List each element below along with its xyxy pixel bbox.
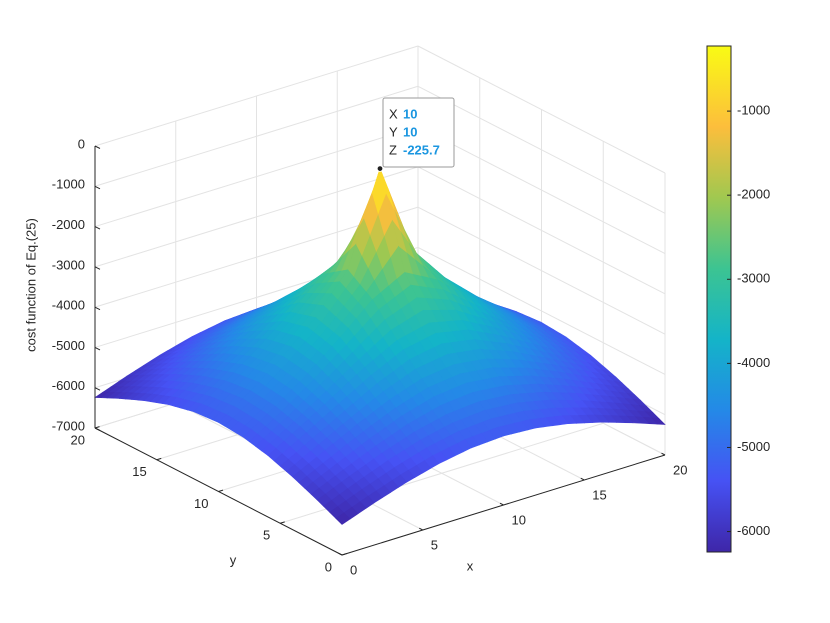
colorbar-scale [706, 45, 732, 553]
datatip-value: 10 [403, 106, 417, 121]
z-axis-label: cost function of Eq.(25) [23, 218, 38, 352]
x-axis-label: x [467, 558, 474, 573]
z-tick-label: -4000 [52, 298, 85, 313]
colorbar: -6000 -5000 -4000 -3000 -2000 -1000 [706, 45, 770, 553]
x-tick-label: 20 [673, 462, 687, 477]
z-tick [94, 387, 101, 391]
z-tick [94, 427, 101, 431]
datatip-label: Z [389, 142, 397, 157]
y-tick [156, 457, 162, 461]
y-tick-label: 0 [325, 559, 332, 574]
y-tick [280, 521, 285, 524]
x-tick [661, 452, 666, 456]
x-tick [580, 477, 585, 481]
z-tick-label: 0 [78, 136, 85, 151]
x-tick [338, 552, 343, 556]
colorbar-tick-label: -3000 [737, 271, 770, 286]
datatip-label: Y [389, 124, 398, 139]
x-tick [499, 502, 504, 506]
y-tick [341, 553, 347, 556]
surface [94, 167, 666, 525]
z-tick [94, 306, 101, 311]
y-tick-label: 10 [194, 496, 208, 511]
z-tick-label: -1000 [52, 177, 85, 192]
z-tick [94, 145, 101, 149]
x-tick-label: 15 [592, 487, 606, 502]
y-tick [218, 489, 224, 492]
datatip-value: -225.7 [403, 142, 440, 157]
datatip-value: 10 [403, 124, 417, 139]
y-tick-label: 20 [71, 432, 85, 447]
y-tick [94, 426, 100, 429]
z-tick [94, 185, 101, 190]
z-tick [94, 346, 101, 351]
x-tick-label: 5 [431, 537, 438, 552]
datatip-label: X [389, 106, 398, 121]
z-tick-label: -6000 [52, 378, 85, 393]
z-tick-label: -7000 [52, 418, 85, 433]
x-tick [419, 527, 423, 531]
x-tick-label: 10 [512, 512, 526, 527]
datatip-box [382, 97, 455, 168]
z-tick-label: -3000 [52, 257, 85, 272]
surface-patch [335, 512, 351, 525]
x-tick-label: 0 [350, 562, 357, 577]
y-axis-label: y [230, 552, 237, 567]
colorbar-tick-label: -2000 [737, 187, 770, 202]
datatip: X 10 Y 10 Z -225.7 [376, 97, 455, 172]
z-tick [94, 266, 101, 270]
datatip-point [376, 165, 384, 172]
z-tick-label: -2000 [52, 217, 85, 232]
colorbar-tick-label: -5000 [737, 439, 770, 454]
z-tick [94, 226, 101, 230]
z-tick-label: -5000 [52, 338, 85, 353]
colorbar-tick-label: -1000 [737, 103, 770, 118]
y-tick-label: 15 [132, 464, 146, 479]
axes: -7000 -6000 -5000 -4000 -3000 -2000 -1000 0 0 5 10… [52, 136, 688, 577]
colorbar-tick-label: -6000 [737, 523, 770, 538]
colorbar-tick-label: -4000 [737, 355, 770, 370]
y-tick-label: 5 [263, 528, 270, 543]
